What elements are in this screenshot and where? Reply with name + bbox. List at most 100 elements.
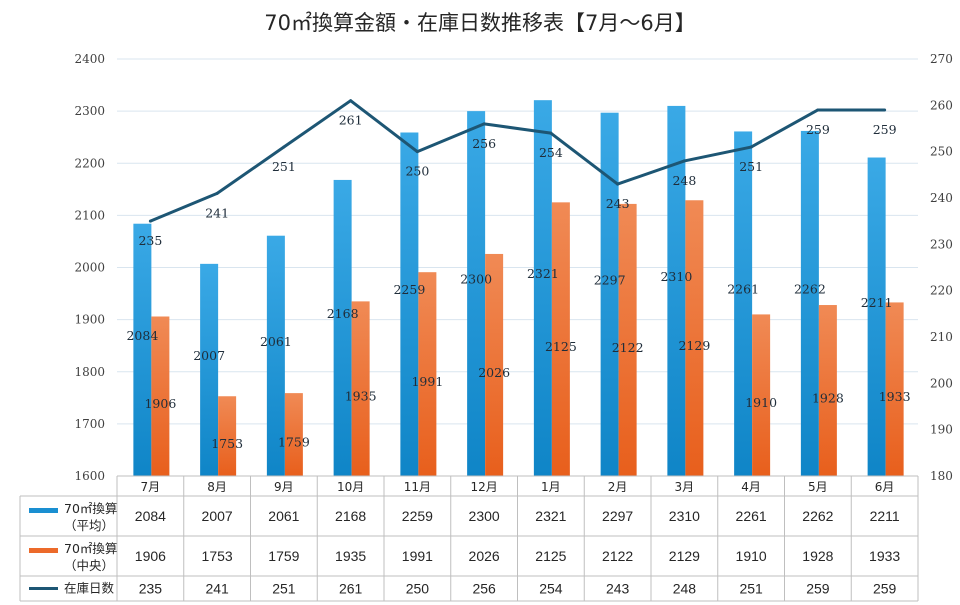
data-label-average: 2262 — [794, 281, 826, 296]
table-cell: 1906 — [135, 548, 166, 564]
line-point — [883, 108, 887, 112]
bar-average — [333, 179, 352, 476]
table-cell: 250 — [406, 581, 430, 597]
legend-label: （平均） — [64, 518, 114, 533]
table-cell: 2125 — [535, 548, 566, 564]
bar-median — [618, 203, 637, 476]
data-label-average: 2007 — [193, 348, 225, 363]
legend-label: 70㎡換算 — [64, 541, 117, 556]
line-point — [682, 159, 686, 163]
table-cell: 2261 — [736, 508, 767, 524]
table-cell: 2259 — [402, 508, 433, 524]
data-label-average: 2300 — [460, 272, 492, 287]
bar-median — [151, 316, 170, 476]
legend-key-median — [29, 548, 58, 553]
line-point — [549, 131, 553, 135]
table-cell: 2122 — [602, 548, 633, 564]
line-inventory-days — [149, 99, 885, 223]
y2-axis-tick-label: 200 — [930, 376, 953, 390]
bar-median — [551, 202, 570, 476]
data-label-inventory-days: 259 — [806, 122, 830, 137]
table-cell: 2061 — [268, 508, 299, 524]
y2-axis-tick-label: 230 — [930, 237, 953, 251]
y-axis-tick-label: 2000 — [74, 261, 105, 275]
bar-average — [200, 263, 219, 476]
table-cell: 1753 — [202, 548, 233, 564]
bar-median — [818, 305, 837, 476]
data-label-inventory-days: 248 — [672, 173, 696, 188]
table-cell: 2262 — [802, 508, 833, 524]
data-label-average: 2168 — [327, 306, 359, 321]
legend-label: 在庫日数 — [64, 581, 115, 596]
x-axis-category-label: 4月 — [741, 480, 761, 494]
data-label-median: 1935 — [345, 389, 377, 404]
table-cell: 256 — [472, 581, 496, 597]
table-cell: 1910 — [736, 548, 767, 564]
x-axis-category-label: 10月 — [337, 480, 364, 494]
legend-label: 70㎡換算 — [64, 501, 117, 516]
data-label-median: 1906 — [144, 396, 176, 411]
y2-axis-tick-label: 190 — [930, 423, 953, 437]
bar-average — [467, 111, 486, 476]
bar-average — [734, 131, 753, 477]
y-axis-tick-label: 2400 — [74, 52, 105, 66]
data-label-median: 2122 — [612, 340, 644, 355]
line-point — [415, 150, 419, 154]
table-cell: 254 — [539, 581, 563, 597]
data-label-average: 2310 — [660, 269, 692, 284]
table-cell: 1759 — [268, 548, 299, 564]
data-label-inventory-days: 243 — [606, 196, 630, 211]
bar-average — [266, 235, 285, 476]
y2-axis-tick-label: 250 — [930, 145, 953, 159]
table-cell: 259 — [806, 581, 830, 597]
bar-median — [351, 301, 370, 476]
bar-average — [800, 130, 819, 476]
data-label-median: 1928 — [812, 391, 844, 406]
data-label-inventory-days: 254 — [539, 145, 563, 160]
y-axis-tick-label: 1600 — [74, 469, 105, 483]
data-label-inventory-days: 261 — [339, 113, 363, 128]
table-cell: 2211 — [870, 508, 900, 524]
bar-average — [867, 157, 886, 477]
data-label-inventory-days: 235 — [138, 233, 162, 248]
table-cell: 241 — [205, 581, 229, 597]
table-cell: 261 — [339, 581, 363, 597]
x-axis-category-label: 12月 — [470, 480, 497, 494]
line-point — [616, 182, 620, 186]
x-axis-category-label: 3月 — [675, 480, 695, 494]
bar-median — [284, 393, 303, 476]
bar-median — [418, 272, 437, 476]
table-cell: 251 — [739, 581, 763, 597]
x-axis-category-label: 8月 — [207, 480, 227, 494]
bar-median — [218, 396, 237, 476]
table-cell: 1935 — [335, 548, 366, 564]
line-point — [749, 145, 753, 149]
data-label-average: 2261 — [727, 282, 759, 297]
data-label-average: 2061 — [260, 334, 292, 349]
line-point — [282, 145, 286, 149]
data-label-inventory-days: 251 — [739, 159, 763, 174]
line-point — [349, 99, 353, 103]
bar-median — [685, 200, 704, 477]
data-label-inventory-days: 251 — [272, 159, 296, 174]
chart-title: 70㎡換算金額・在庫日数推移表【7月～6月】 — [264, 11, 695, 35]
data-label-average: 2297 — [594, 272, 626, 287]
line-point — [482, 122, 486, 126]
table-cell: 248 — [673, 581, 697, 597]
data-label-median: 1933 — [879, 389, 911, 404]
x-axis-category-label: 6月 — [875, 480, 895, 494]
data-label-inventory-days: 250 — [405, 164, 429, 179]
y2-axis-tick-label: 210 — [930, 330, 953, 344]
legend-label: （中央） — [64, 558, 114, 573]
y2-axis-tick-label: 260 — [930, 98, 953, 112]
data-label-median: 2125 — [545, 339, 577, 354]
table-cell: 2084 — [135, 508, 166, 524]
bar-average — [133, 223, 152, 476]
data-label-median: 1759 — [278, 435, 310, 450]
data-label-average: 2084 — [126, 328, 158, 343]
bar-median — [885, 302, 904, 476]
data-label-average: 2259 — [393, 282, 425, 297]
data-label-median: 1910 — [745, 395, 777, 410]
bar-average — [600, 112, 619, 476]
table-cell: 259 — [873, 581, 897, 597]
